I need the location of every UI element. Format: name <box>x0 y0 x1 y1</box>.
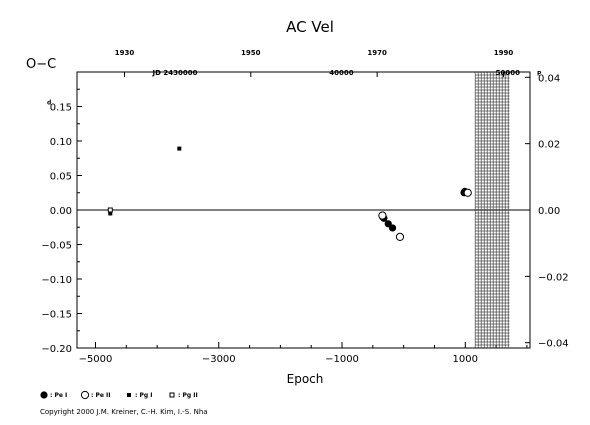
legend-label: : Pe I <box>50 392 67 399</box>
chart-title: AC Vel <box>286 18 334 36</box>
year-tick-label: 1930 <box>115 49 135 57</box>
legend-marker <box>80 390 90 400</box>
legend-label: : Pe II <box>91 392 111 399</box>
x-axis-label: Epoch <box>287 372 324 386</box>
jd-tick-label: JD 2430000 <box>152 69 198 77</box>
data-point <box>177 146 182 151</box>
year-tick-label: 1950 <box>241 49 261 57</box>
legend-marker <box>169 392 175 398</box>
legend-label: : Pg I <box>135 392 153 399</box>
data-point <box>388 224 397 232</box>
data-point <box>378 211 387 220</box>
x-tick-label: −3000 <box>202 354 236 365</box>
y-tick-label: 0.15 <box>50 103 72 114</box>
jd-tick-label: 50000 <box>496 69 520 77</box>
y-tick-label: −0.15 <box>41 310 72 321</box>
x-tick-label: 1000 <box>453 354 478 365</box>
y-unit-marker: d <box>47 100 51 107</box>
y2-unit-marker: P <box>537 70 542 77</box>
axis-ticks: −5000 −3000 −1000 1000 0.15d 0.10 0.05 0.00 −0.0… <box>41 49 568 365</box>
y2-tick-label: −0.02 <box>538 272 569 283</box>
legend-label: : Pg II <box>178 392 198 399</box>
data-point <box>108 211 113 216</box>
y2-tick-label: −0.04 <box>538 339 569 350</box>
y2-tick-label: 0.02 <box>538 140 560 151</box>
legend-marker <box>127 393 131 397</box>
year-tick-label: 1970 <box>367 49 387 57</box>
y-tick-label: −0.05 <box>41 241 72 252</box>
y-axis-label: O−C <box>26 57 56 72</box>
y-tick-label: 0.05 <box>50 172 72 183</box>
y-tick-label: 0.10 <box>50 137 72 148</box>
y-tick-label: −0.20 <box>41 344 72 355</box>
data-point <box>463 188 472 197</box>
x-tick-label: −1000 <box>325 354 359 365</box>
legend-marker <box>40 391 48 399</box>
y2-tick-label: 0.04 <box>538 73 560 84</box>
legend: : Pe I : Pe II : Pg I : Pg II <box>40 390 198 400</box>
data-points <box>107 146 472 242</box>
y2-tick-label: 0.00 <box>538 206 560 217</box>
x-tick-label: −5000 <box>79 354 113 365</box>
data-point <box>395 232 405 242</box>
data-point <box>107 207 113 213</box>
y-tick-label: 0.00 <box>50 206 72 217</box>
year-tick-label: 1990 <box>494 49 514 57</box>
copyright-text: Copyright 2000 J.M. Kreiner, C.-H. Kim, … <box>40 408 208 416</box>
y-tick-label: −0.10 <box>41 275 72 286</box>
jd-tick-label: 40000 <box>329 69 353 77</box>
